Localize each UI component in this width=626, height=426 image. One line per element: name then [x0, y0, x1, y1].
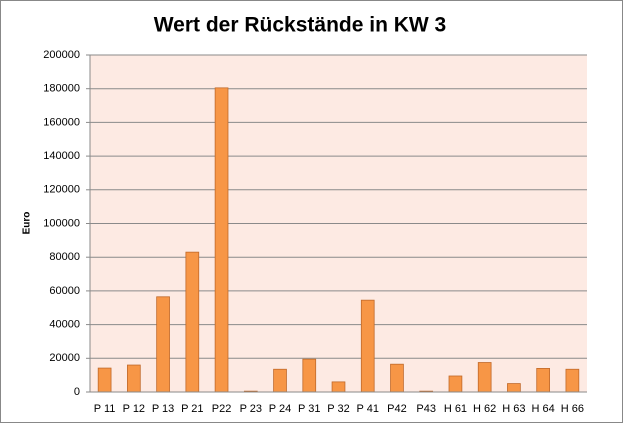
bar — [185, 251, 200, 393]
x-tick-label: H 64 — [532, 403, 555, 415]
bar — [97, 367, 112, 393]
x-tick-label: P 13 — [152, 403, 174, 415]
bar — [302, 358, 317, 393]
x-tick-label: H 61 — [444, 403, 467, 415]
y-tick-label: 60000 — [49, 285, 80, 297]
x-tick-label: P 21 — [181, 403, 203, 415]
bar — [448, 375, 463, 393]
x-tick-label: P 24 — [269, 403, 291, 415]
y-tick-label: 160000 — [43, 116, 80, 128]
y-tick-label: 0 — [74, 386, 80, 398]
bar — [536, 368, 550, 393]
bar — [156, 296, 170, 393]
x-tick-label: P 32 — [327, 403, 349, 415]
bar — [331, 381, 346, 393]
x-tick-label: P42 — [387, 403, 407, 415]
chart-title: Wert der Rückstände in KW 3 — [154, 14, 447, 37]
x-tick-label: P 31 — [298, 403, 320, 415]
x-tick-label: P 41 — [357, 403, 379, 415]
x-tick-label: P43 — [416, 403, 436, 415]
y-tick-label: 20000 — [49, 352, 80, 364]
bar — [507, 383, 521, 393]
y-tick-label: 180000 — [43, 83, 80, 95]
y-tick-label: 100000 — [43, 217, 80, 229]
bar — [565, 368, 580, 393]
bar — [214, 87, 229, 393]
x-tick-label: P 23 — [240, 403, 262, 415]
x-tick-label: H 66 — [561, 403, 584, 415]
x-tick-label: H 62 — [473, 403, 496, 415]
x-tick-label: H 63 — [502, 403, 525, 415]
bar — [273, 368, 287, 393]
y-tick-label: 200000 — [43, 49, 80, 61]
bar — [477, 362, 492, 393]
x-tick-label: P 11 — [94, 403, 116, 415]
y-tick-label: 140000 — [43, 150, 80, 162]
y-tick-label: 80000 — [49, 251, 80, 263]
x-tick-label: P22 — [212, 403, 232, 415]
y-axis-label: Euro — [22, 212, 33, 235]
bar — [360, 299, 375, 393]
bar — [127, 364, 141, 393]
y-tick-label: 120000 — [43, 184, 80, 196]
y-tick-label: 40000 — [49, 319, 80, 331]
x-tick-label: P 12 — [123, 403, 145, 415]
bar — [390, 363, 404, 393]
